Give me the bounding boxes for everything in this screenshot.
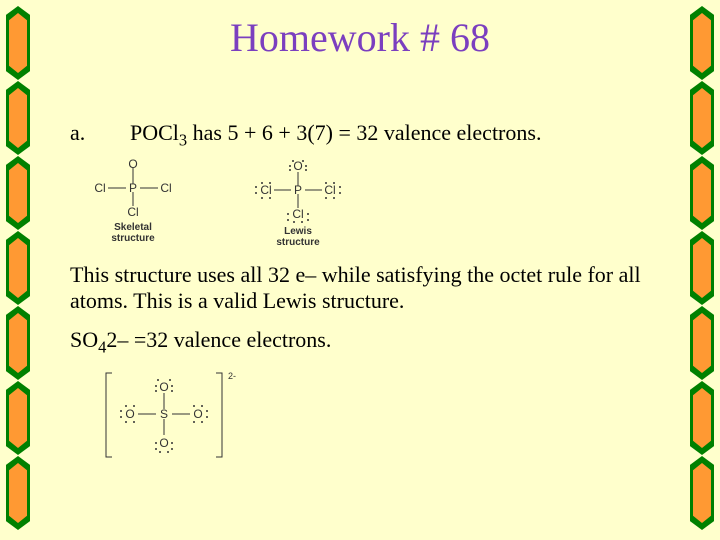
item-a-text: POCl3 has 5 + 6 + 3(7) = 32 valence elec… (130, 120, 670, 150)
so4-charge-label: 2- (228, 371, 236, 381)
skeletal-center-atom: P (129, 181, 137, 195)
skeletal-top-atom: O (128, 157, 137, 171)
skeletal-caption-2: structure (111, 233, 154, 244)
lewis-caption-2: structure (276, 237, 319, 248)
so4-rest: 2– =32 valence electrons. (106, 327, 331, 352)
so4-line: SO42– =32 valence electrons. (70, 327, 670, 357)
lewis-diagram: P O Cl Cl Cl (238, 156, 358, 248)
so4-bottom-atom: O (159, 436, 168, 450)
so4-diagram: 2- S O O O O (94, 365, 670, 470)
so4-left-atom: O (125, 407, 134, 421)
so4-prefix: SO (70, 327, 98, 352)
formula-rest: has 5 + 6 + 3(7) = 32 valence electrons. (187, 120, 541, 145)
skeletal-left-atom: Cl (94, 181, 105, 195)
item-a-row: a. POCl3 has 5 + 6 + 3(7) = 32 valence e… (70, 120, 670, 150)
lewis-center-atom: P (294, 183, 302, 197)
formula-sub: 3 (179, 130, 187, 149)
lewis-right-atom: Cl (324, 183, 335, 197)
lewis-left-atom: Cl (260, 183, 271, 197)
skeletal-diagram: P O Cl Cl Cl Skeletalstructure (88, 156, 178, 244)
lewis-top-atom: O (293, 159, 302, 173)
lewis-caption-1: Lewis (284, 226, 312, 237)
so4-top-atom: O (159, 380, 168, 394)
explanation-paragraph: This structure uses all 32 e– while sati… (70, 262, 670, 313)
content-area: a. POCl3 has 5 + 6 + 3(7) = 32 valence e… (70, 120, 670, 470)
skeletal-caption-1: Skeletal (114, 222, 152, 233)
page-title: Homework # 68 (0, 14, 720, 61)
so4-right-atom: O (193, 407, 202, 421)
so4-center-atom: S (160, 407, 168, 421)
skeletal-right-atom: Cl (160, 181, 171, 195)
skeletal-bottom-atom: Cl (127, 205, 138, 219)
item-a-label: a. (70, 120, 130, 150)
pocl3-diagrams: P O Cl Cl Cl Skeletalstructure P O Cl (88, 156, 670, 248)
formula-prefix: POCl (130, 120, 179, 145)
lewis-bottom-atom: Cl (292, 207, 303, 221)
